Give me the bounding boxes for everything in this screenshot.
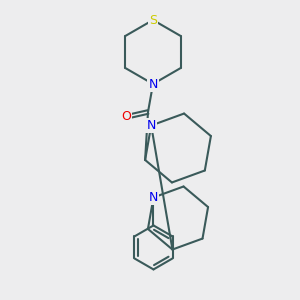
Text: O: O (121, 110, 131, 124)
Text: N: N (148, 77, 158, 91)
Text: S: S (149, 14, 157, 26)
Text: N: N (146, 119, 156, 132)
Text: N: N (149, 191, 158, 204)
